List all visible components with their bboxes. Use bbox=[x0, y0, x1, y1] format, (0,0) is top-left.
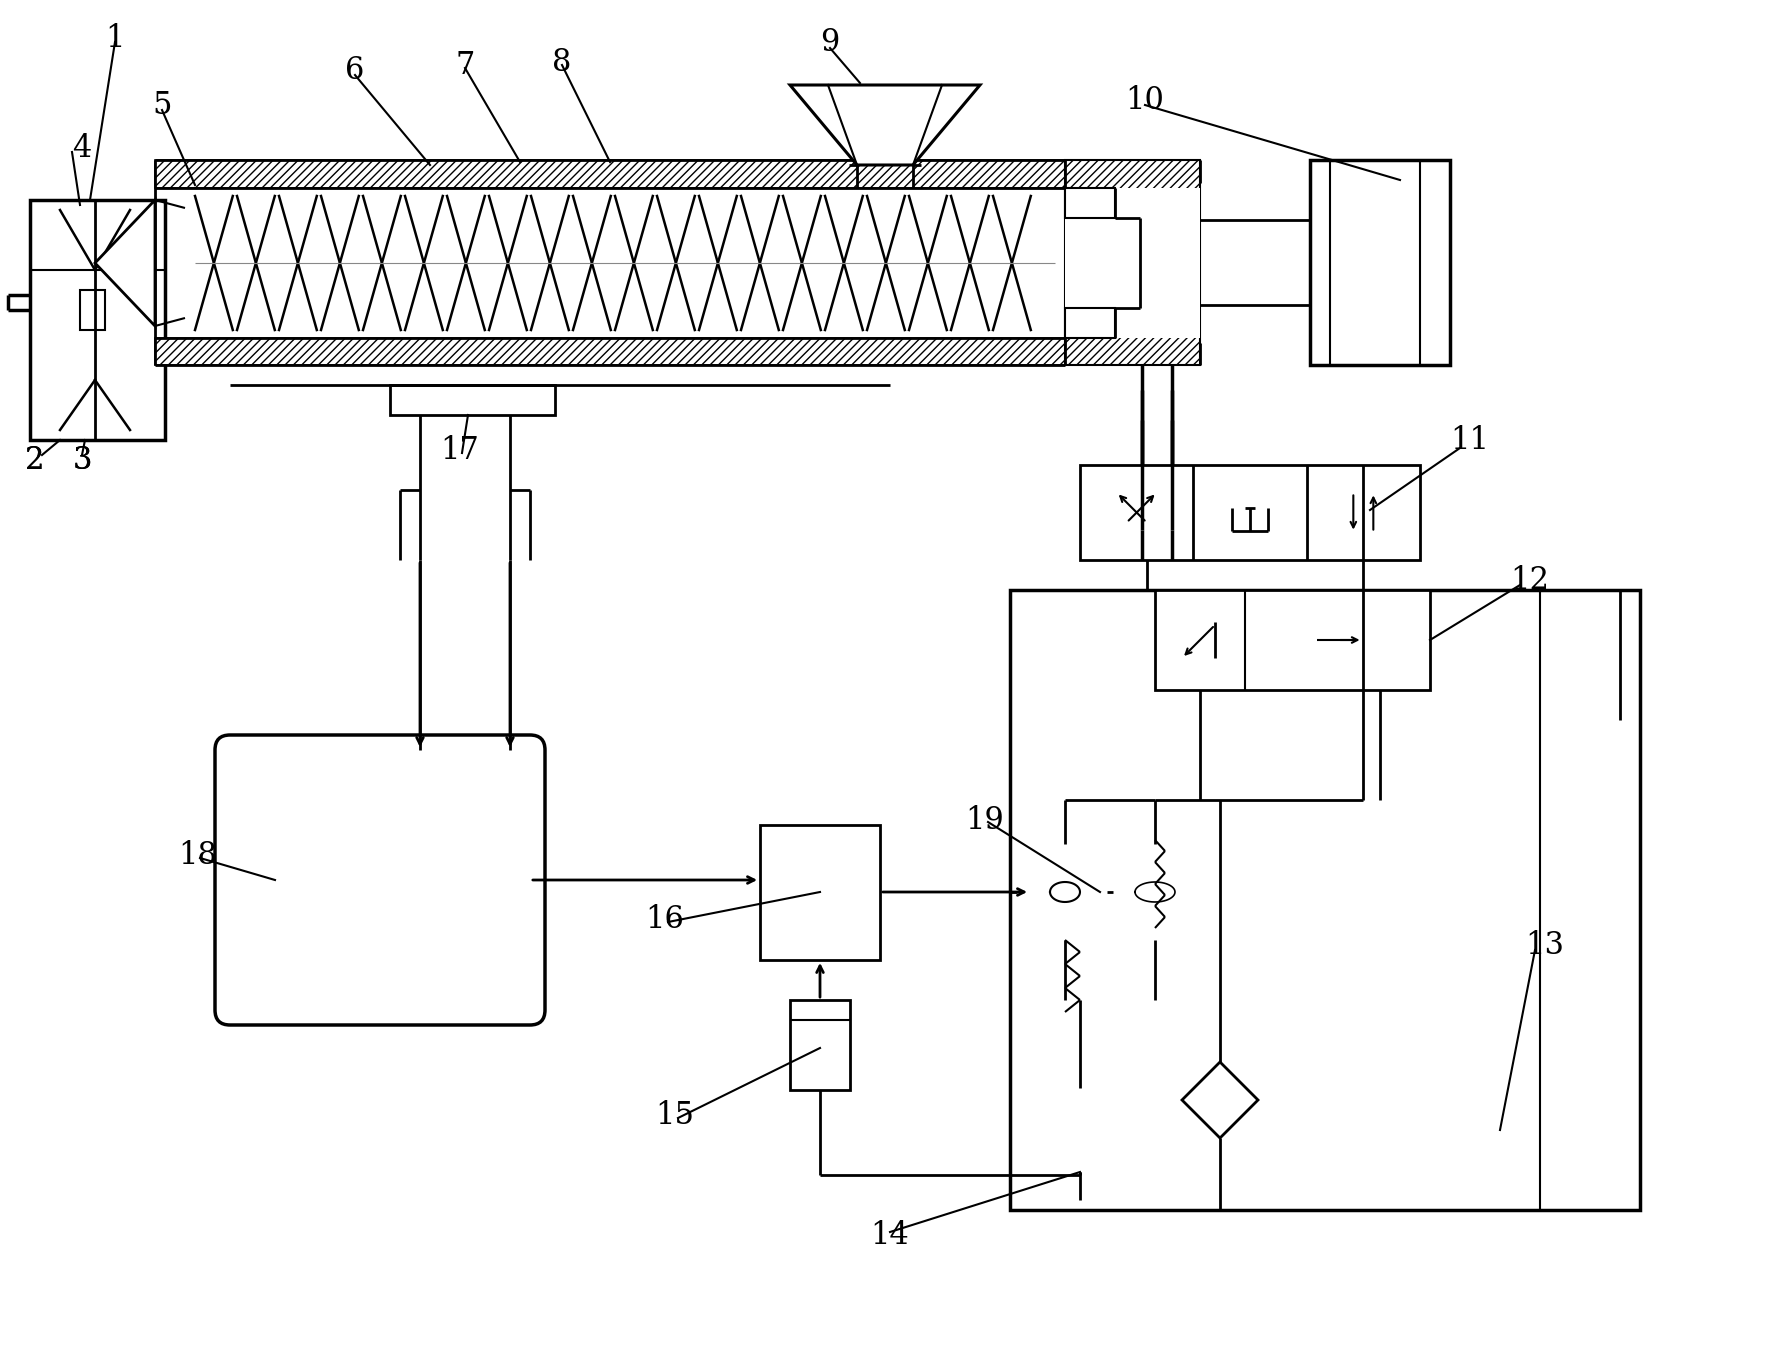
Bar bbox=[789, 1000, 849, 1090]
Text: 6: 6 bbox=[346, 55, 365, 86]
Bar bbox=[1064, 308, 1115, 338]
Bar bbox=[1064, 188, 1199, 338]
Text: 19: 19 bbox=[965, 804, 1004, 836]
Text: 17: 17 bbox=[440, 435, 479, 466]
Text: 8: 8 bbox=[551, 46, 571, 78]
Text: 1: 1 bbox=[105, 23, 124, 53]
Bar bbox=[390, 384, 555, 414]
Text: 13: 13 bbox=[1525, 930, 1564, 961]
Bar bbox=[80, 290, 105, 330]
Polygon shape bbox=[96, 200, 154, 326]
Text: 11: 11 bbox=[1450, 424, 1489, 455]
Bar bbox=[1154, 590, 1429, 690]
Text: 3: 3 bbox=[73, 444, 92, 476]
Text: 3: 3 bbox=[73, 444, 92, 476]
Text: 16: 16 bbox=[645, 905, 684, 935]
Text: 5: 5 bbox=[152, 90, 172, 120]
Bar bbox=[1308, 159, 1449, 365]
Text: 15: 15 bbox=[656, 1100, 693, 1130]
Text: 18: 18 bbox=[179, 840, 218, 871]
Bar bbox=[154, 338, 1064, 365]
Bar bbox=[1064, 159, 1199, 365]
Text: 9: 9 bbox=[819, 26, 839, 57]
Text: 2: 2 bbox=[25, 444, 44, 476]
Text: 12: 12 bbox=[1509, 564, 1548, 596]
Text: 14: 14 bbox=[871, 1220, 910, 1250]
Bar bbox=[759, 825, 879, 960]
FancyBboxPatch shape bbox=[215, 735, 544, 1025]
Bar bbox=[1064, 188, 1115, 218]
Text: 4: 4 bbox=[73, 132, 92, 164]
Text: 10: 10 bbox=[1124, 85, 1163, 116]
Bar bbox=[1009, 590, 1638, 1210]
Text: 2: 2 bbox=[25, 444, 44, 476]
Bar bbox=[30, 200, 165, 440]
Polygon shape bbox=[789, 85, 979, 165]
Bar bbox=[154, 159, 1064, 188]
Bar bbox=[1080, 465, 1418, 560]
Text: 7: 7 bbox=[456, 49, 475, 80]
